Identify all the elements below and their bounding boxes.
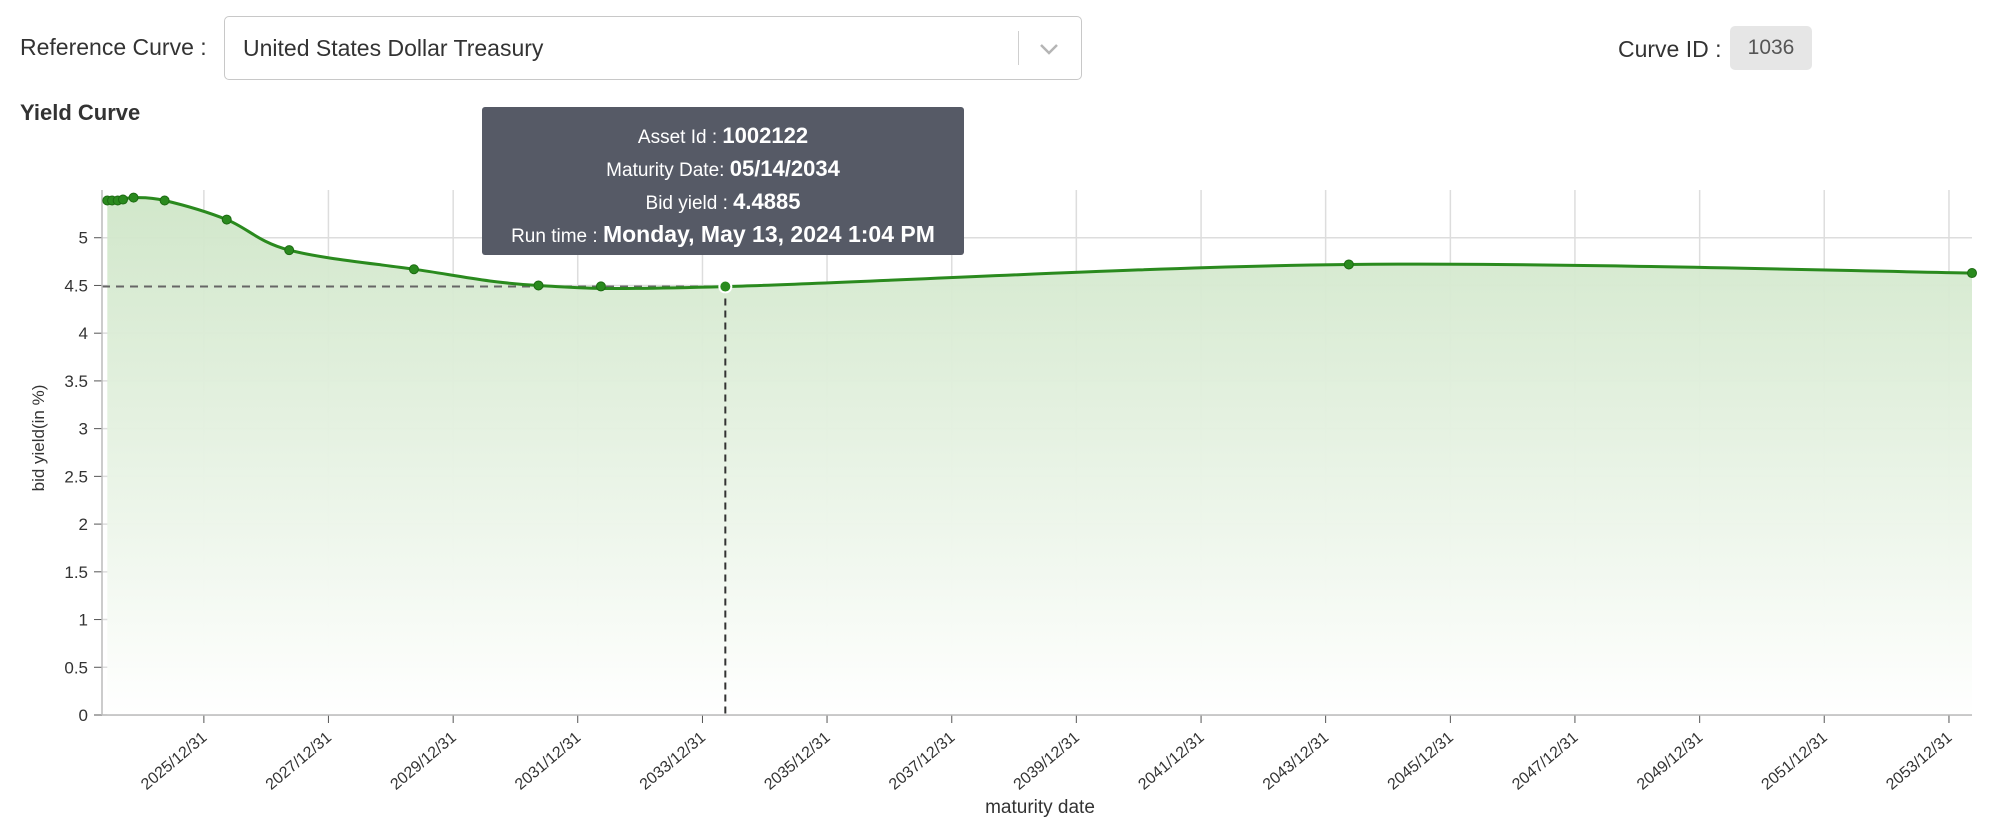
curve-id-label: Curve ID : [1618, 36, 1722, 62]
x-tick-label: 2035/12/31 [761, 729, 833, 794]
chart-area-layer [107, 197, 1972, 715]
x-tick-label: 2045/12/31 [1385, 729, 1457, 794]
x-tick-label: 2031/12/31 [512, 729, 584, 794]
tooltip-asset-label: Asset Id : [637, 127, 723, 148]
x-tick-label: 2025/12/31 [138, 729, 210, 794]
chart-title: Yield Curve [20, 100, 141, 125]
data-point [595, 281, 606, 292]
tooltip-bid-row: Bid yield : 4.4885 [482, 186, 964, 219]
chart-markers [102, 192, 1977, 294]
highlighted-point [718, 279, 733, 294]
yield-area-fill [107, 197, 1972, 715]
x-tick-label: 2043/12/31 [1260, 729, 1332, 794]
reference-curve-value: United States Dollar Treasury [243, 35, 544, 61]
x-tick-label: 2053/12/31 [1883, 729, 1955, 794]
tooltip-run-row: Run time : Monday, May 13, 2024 1:04 PM [482, 219, 964, 252]
data-point [117, 194, 128, 205]
y-tick-label: 0.5 [64, 658, 88, 677]
x-tick-label: 2039/12/31 [1011, 729, 1083, 794]
data-point [128, 192, 139, 203]
tooltip-bid-label: Bid yield : [645, 193, 734, 214]
reference-curve-select[interactable]: United States Dollar Treasury [224, 16, 1082, 80]
y-tick-label: 3 [79, 420, 88, 439]
tooltip-asset-row: Asset Id : 1002122 [482, 120, 964, 153]
y-axis-label: bid yield(in %) [29, 385, 48, 492]
data-point [221, 214, 232, 225]
x-tick-label: 2027/12/31 [263, 729, 335, 794]
y-tick-label: 1.5 [64, 563, 88, 582]
x-tick-label: 2037/12/31 [886, 729, 958, 794]
curve-id-badge: 1036 [1730, 26, 1812, 70]
tooltip-asset-value: 1002122 [722, 123, 809, 148]
y-tick-label: 3.5 [64, 372, 88, 391]
reference-curve-label: Reference Curve : [20, 34, 207, 60]
x-tick-label: 2033/12/31 [637, 729, 709, 794]
tooltip-run-label: Run time : [511, 226, 603, 247]
x-tick-label: 2041/12/31 [1135, 729, 1207, 794]
data-point [1967, 268, 1977, 279]
data-point [159, 195, 170, 206]
select-separator [1018, 31, 1019, 65]
y-tick-label: 1 [79, 611, 88, 630]
x-tick-label: 2047/12/31 [1509, 729, 1581, 794]
tooltip-run-value: Monday, May 13, 2024 1:04 PM [602, 221, 935, 247]
y-tick-label: 4 [79, 324, 88, 343]
y-tick-label: 4.5 [64, 276, 88, 295]
y-tick-label: 2 [79, 515, 88, 534]
data-point [284, 245, 295, 256]
data-point [1343, 259, 1354, 270]
x-tick-label: 2049/12/31 [1634, 729, 1706, 794]
y-tick-label: 0 [79, 706, 88, 725]
x-tick-label: 2029/12/31 [387, 729, 459, 794]
y-tick-label: 2.5 [64, 467, 88, 486]
data-point [408, 264, 419, 275]
chevron-down-icon[interactable] [1035, 35, 1063, 63]
tooltip-maturity-row: Maturity Date: 05/14/2034 [482, 153, 964, 186]
tooltip-maturity-label: Maturity Date: [606, 160, 730, 181]
x-tick-label: 2051/12/31 [1759, 729, 1831, 794]
x-axis-label: maturity date [985, 797, 1095, 818]
point-tooltip: Asset Id : 1002122 Maturity Date: 05/14/… [482, 107, 964, 255]
data-point [533, 280, 544, 291]
tooltip-maturity-value: 05/14/2034 [729, 156, 840, 181]
y-tick-label: 5 [79, 229, 88, 248]
tooltip-bid-value: 4.4885 [733, 189, 801, 214]
